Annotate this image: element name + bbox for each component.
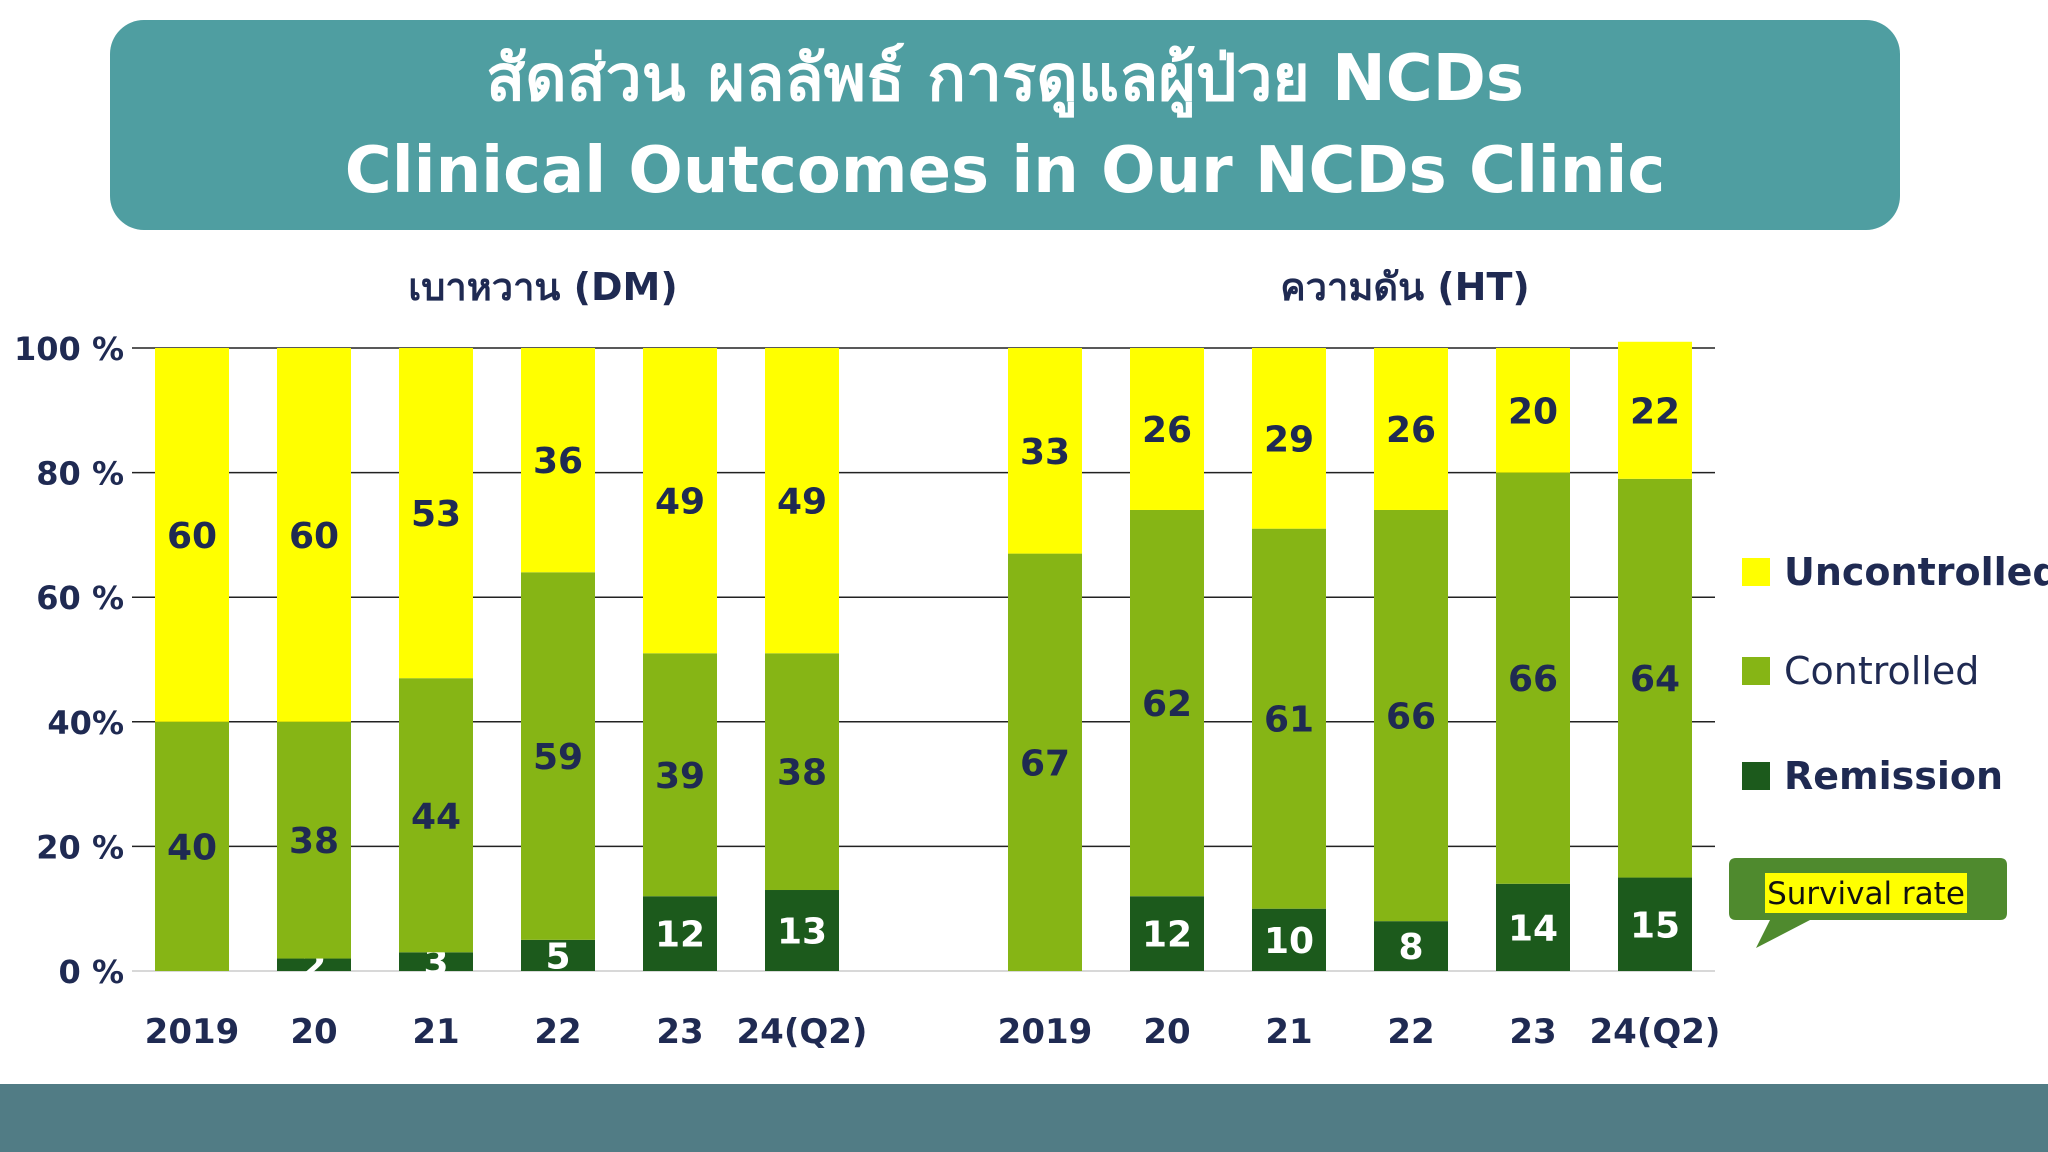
y-tick-label-80: 80 % bbox=[36, 455, 124, 493]
x-tick-label-2-0: 2019 bbox=[998, 1012, 1093, 1052]
callout-label: Survival rate bbox=[1767, 876, 1965, 912]
bar-1-remission-2 bbox=[399, 952, 473, 971]
bar-2-remission-3 bbox=[1374, 921, 1448, 971]
bar-2-controlled-4 bbox=[1496, 472, 1570, 884]
data-label-2-controlled-3: 66 bbox=[1386, 697, 1436, 738]
data-label-1-remission-3: 5 bbox=[545, 936, 570, 977]
data-label-2-remission-2: 10 bbox=[1264, 921, 1314, 962]
bar-2-remission-1 bbox=[1130, 896, 1204, 971]
bar-2-uncontrolled-5 bbox=[1618, 341, 1692, 479]
data-label-2-controlled-2: 61 bbox=[1264, 700, 1314, 741]
data-label-2-remission-4: 14 bbox=[1508, 908, 1558, 949]
data-label-2-controlled-5: 64 bbox=[1630, 659, 1680, 700]
bar-1-uncontrolled-2 bbox=[399, 348, 473, 679]
data-label-2-uncontrolled-4: 20 bbox=[1508, 391, 1558, 432]
data-label-2-remission-5: 15 bbox=[1630, 905, 1680, 946]
legend-swatch-uncontrolled bbox=[1742, 558, 1770, 586]
bar-1-remission-1 bbox=[277, 958, 351, 971]
data-label-2-remission-3: 8 bbox=[1398, 927, 1423, 968]
legend-swatch-controlled bbox=[1742, 657, 1770, 685]
bar-2-remission-5 bbox=[1618, 877, 1692, 971]
x-tick-label-1-5: 24(Q2) bbox=[737, 1012, 868, 1052]
x-tick-label-1-1: 20 bbox=[290, 1012, 337, 1052]
bar-1-controlled-5 bbox=[765, 653, 839, 891]
bar-1-controlled-3 bbox=[521, 572, 595, 940]
data-label-2-uncontrolled-0: 33 bbox=[1020, 432, 1070, 473]
bar-1-controlled-0 bbox=[155, 721, 229, 971]
bar-1-uncontrolled-4 bbox=[643, 348, 717, 654]
bar-2-controlled-3 bbox=[1374, 509, 1448, 922]
legend-label-remission: Remission bbox=[1784, 754, 2003, 798]
chart-title-1: เบาหวาน (DM) bbox=[408, 265, 677, 309]
title-banner: สัดส่วน ผลลัพธ์ การดูแลผู้ป่วย NCDs Clin… bbox=[110, 20, 1900, 230]
data-label-2-uncontrolled-3: 26 bbox=[1386, 410, 1436, 451]
bar-2-controlled-5 bbox=[1618, 478, 1692, 878]
bar-1-controlled-4 bbox=[643, 653, 717, 897]
data-label-1-uncontrolled-2: 53 bbox=[411, 494, 461, 535]
x-tick-label-2-1: 20 bbox=[1143, 1012, 1190, 1052]
data-label-1-controlled-3: 59 bbox=[533, 737, 583, 778]
legend-label-controlled: Controlled bbox=[1784, 649, 1979, 693]
data-label-2-remission-1: 12 bbox=[1142, 915, 1192, 956]
data-label-2-uncontrolled-5: 22 bbox=[1630, 391, 1680, 432]
bar-1-uncontrolled-0 bbox=[155, 348, 229, 722]
bar-2-uncontrolled-4 bbox=[1496, 348, 1570, 473]
bar-2-controlled-0 bbox=[1008, 553, 1082, 971]
x-tick-label-1-3: 22 bbox=[534, 1012, 581, 1052]
data-label-1-uncontrolled-4: 49 bbox=[655, 482, 705, 523]
legend-swatch-remission bbox=[1742, 762, 1770, 790]
bar-1-remission-5 bbox=[765, 890, 839, 971]
bar-1-controlled-2 bbox=[399, 678, 473, 953]
bar-1-remission-4 bbox=[643, 896, 717, 971]
y-tick-label-60: 60 % bbox=[36, 579, 124, 617]
data-label-2-uncontrolled-1: 26 bbox=[1142, 410, 1192, 451]
x-tick-label-2-5: 24(Q2) bbox=[1590, 1012, 1721, 1052]
bar-2-controlled-2 bbox=[1252, 528, 1326, 909]
bar-2-uncontrolled-0 bbox=[1008, 348, 1082, 554]
data-label-1-uncontrolled-0: 60 bbox=[167, 516, 217, 557]
data-label-1-uncontrolled-1: 60 bbox=[289, 516, 339, 557]
data-label-2-controlled-1: 62 bbox=[1142, 684, 1192, 725]
bar-2-controlled-1 bbox=[1130, 509, 1204, 897]
bar-1-uncontrolled-1 bbox=[277, 348, 351, 722]
x-tick-label-2-3: 22 bbox=[1387, 1012, 1434, 1052]
x-tick-label-1-4: 23 bbox=[656, 1012, 703, 1052]
data-label-2-uncontrolled-2: 29 bbox=[1264, 419, 1314, 460]
x-tick-label-1-2: 21 bbox=[412, 1012, 459, 1052]
x-tick-label-1-0: 2019 bbox=[145, 1012, 240, 1052]
bar-2-uncontrolled-1 bbox=[1130, 348, 1204, 510]
bar-1-controlled-1 bbox=[277, 721, 351, 959]
data-label-1-uncontrolled-3: 36 bbox=[533, 441, 583, 482]
x-tick-label-2-4: 23 bbox=[1509, 1012, 1556, 1052]
bar-1-uncontrolled-5 bbox=[765, 348, 839, 654]
chart-title-2: ความดัน (HT) bbox=[1280, 265, 1530, 309]
data-label-1-uncontrolled-5: 49 bbox=[777, 482, 827, 523]
y-tick-label-100: 100 % bbox=[14, 330, 124, 368]
data-label-1-remission-5: 13 bbox=[777, 912, 827, 953]
footer-bar bbox=[0, 1084, 2048, 1152]
bar-2-uncontrolled-3 bbox=[1374, 348, 1448, 510]
data-label-1-remission-4: 12 bbox=[655, 915, 705, 956]
title-english: Clinical Outcomes in Our NCDs Clinic bbox=[344, 134, 1666, 208]
title-thai: สัดส่วน ผลลัพธ์ การดูแลผู้ป่วย NCDs bbox=[486, 42, 1524, 116]
bar-2-uncontrolled-2 bbox=[1252, 348, 1326, 529]
bar-2-remission-4 bbox=[1496, 883, 1570, 971]
x-tick-label-2-2: 21 bbox=[1265, 1012, 1312, 1052]
data-label-1-controlled-1: 38 bbox=[289, 821, 339, 862]
data-label-2-controlled-4: 66 bbox=[1508, 659, 1558, 700]
bar-1-uncontrolled-3 bbox=[521, 348, 595, 573]
bar-2-remission-2 bbox=[1252, 908, 1326, 971]
legend-label-uncontrolled: Uncontrolled bbox=[1784, 550, 2048, 594]
data-label-1-controlled-4: 39 bbox=[655, 756, 705, 797]
data-label-1-controlled-2: 44 bbox=[411, 796, 461, 837]
y-tick-label-0: 0 % bbox=[59, 953, 124, 991]
data-label-2-controlled-0: 67 bbox=[1020, 743, 1070, 784]
y-tick-label-20: 20 % bbox=[36, 828, 124, 866]
data-label-1-controlled-5: 38 bbox=[777, 753, 827, 794]
callout-highlight bbox=[1765, 873, 1967, 913]
data-label-1-controlled-0: 40 bbox=[167, 827, 217, 868]
y-tick-label-40: 40% bbox=[47, 704, 124, 742]
bar-1-remission-3 bbox=[521, 939, 595, 971]
